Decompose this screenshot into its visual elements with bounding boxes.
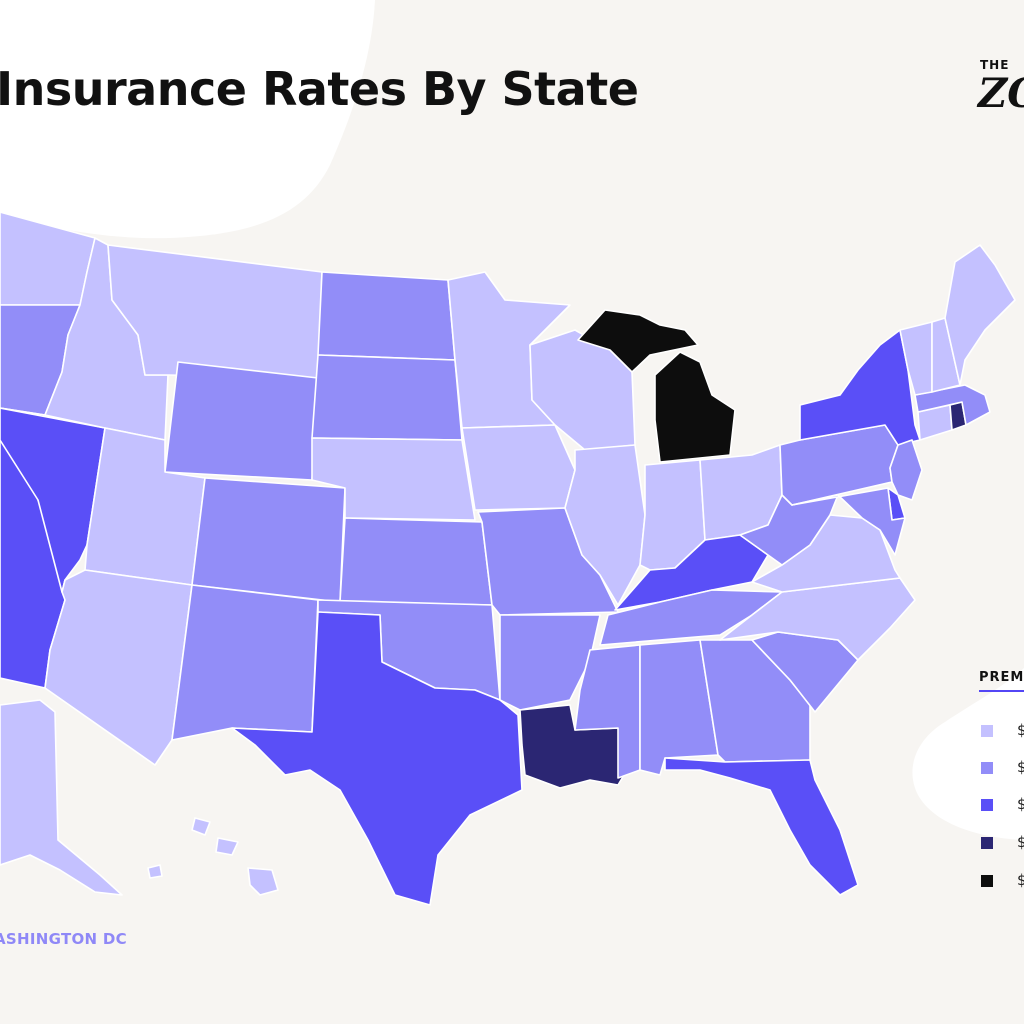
legend-swatch — [981, 762, 993, 774]
state-new-jersey[interactable] — [889, 439, 923, 501]
state-kansas[interactable] — [339, 517, 493, 606]
legend-label: $ — [1017, 833, 1024, 851]
state-michigan-upper[interactable] — [577, 309, 699, 373]
state-colorado[interactable] — [191, 477, 346, 603]
state-florida[interactable] — [664, 757, 859, 896]
state-washington[interactable] — [0, 211, 96, 306]
legend-swatch — [981, 725, 993, 737]
legend-swatch — [981, 837, 993, 849]
state-hawaii-1[interactable] — [147, 864, 163, 879]
state-new-mexico[interactable] — [171, 584, 319, 741]
state-north-carolina[interactable] — [719, 577, 916, 661]
state-wyoming[interactable] — [164, 361, 319, 481]
state-west-virginia[interactable] — [739, 494, 839, 566]
legend-underline — [979, 690, 1024, 692]
state-maine[interactable] — [944, 244, 1016, 386]
map-title: Insurance Rates By State — [0, 62, 639, 116]
legend-label: $ — [1017, 758, 1024, 776]
legend-swatch — [981, 799, 993, 811]
state-illinois[interactable] — [564, 444, 646, 606]
state-massachusetts[interactable] — [914, 384, 991, 426]
washington-dc-label: ASHINGTON DC — [0, 930, 127, 948]
state-hawaii-2[interactable] — [191, 817, 211, 836]
state-michigan-lower[interactable] — [654, 351, 736, 463]
state-arizona[interactable] — [44, 569, 193, 766]
state-hawaii-4[interactable] — [247, 867, 279, 896]
state-texas[interactable] — [231, 611, 523, 906]
state-north-dakota[interactable] — [317, 271, 456, 361]
white-blob-right — [912, 668, 1024, 840]
state-maryland[interactable] — [791, 487, 906, 556]
state-south-dakota[interactable] — [311, 354, 463, 441]
state-arkansas[interactable] — [499, 614, 601, 711]
legend-label: $ — [1017, 871, 1024, 889]
state-vermont[interactable] — [899, 321, 933, 396]
state-louisiana[interactable] — [519, 704, 631, 789]
white-blob-top-left — [0, 0, 375, 239]
state-alaska[interactable] — [0, 699, 123, 896]
state-iowa[interactable] — [461, 424, 576, 511]
legend-title: PREM — [979, 670, 1024, 685]
brand-logo-line2: ZO — [978, 70, 1024, 117]
state-new-york[interactable] — [799, 329, 921, 446]
legend-label: $ — [1017, 795, 1024, 813]
legend-swatch — [981, 875, 993, 887]
brand-logo-line1: THE — [980, 58, 1010, 72]
legend-label: $ — [1017, 721, 1024, 739]
state-hawaii-3[interactable] — [215, 837, 239, 856]
